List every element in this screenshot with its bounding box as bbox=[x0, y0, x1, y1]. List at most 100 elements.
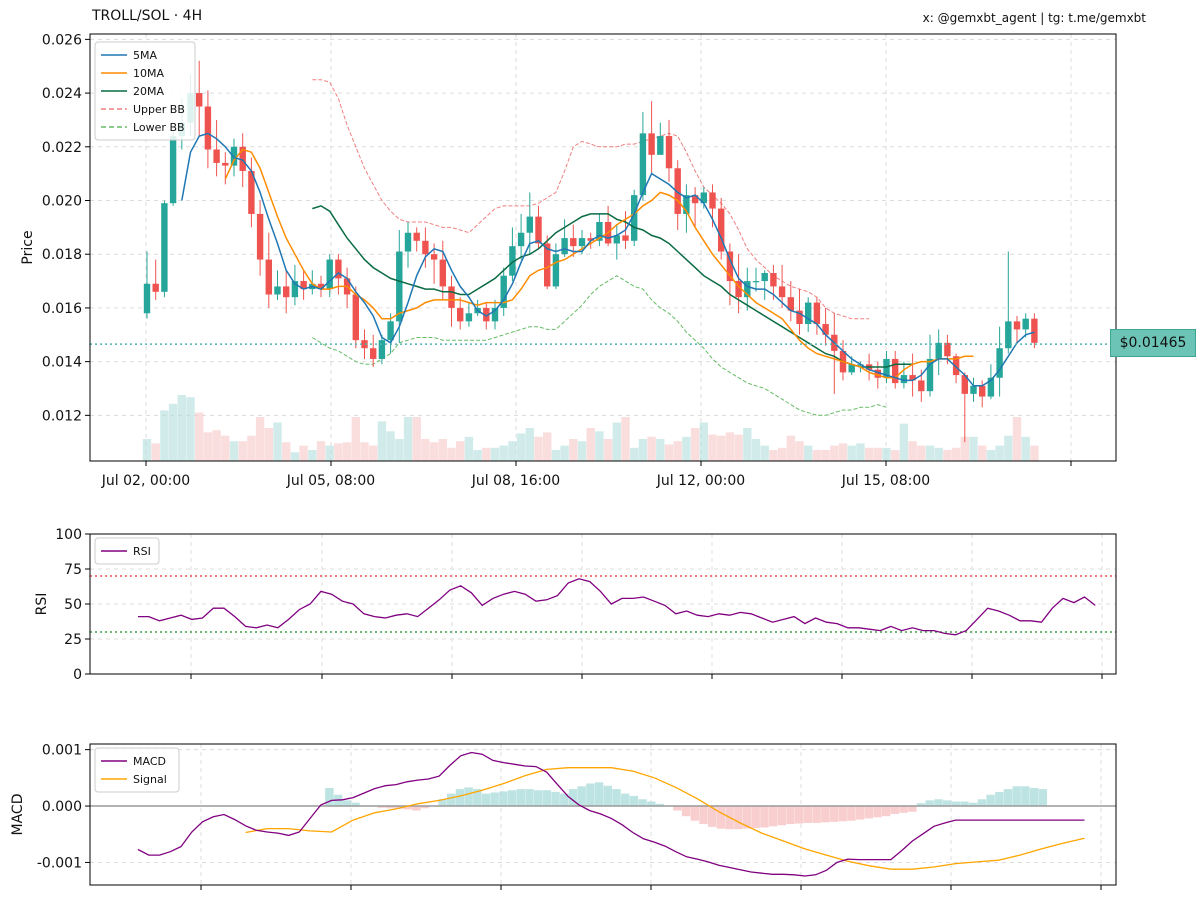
macd-histogram-bar bbox=[925, 800, 934, 807]
legend-box bbox=[94, 747, 180, 793]
volume-bar bbox=[229, 441, 239, 461]
macd-histogram-bar bbox=[960, 801, 969, 807]
candle-body bbox=[230, 146, 238, 166]
candle-body bbox=[326, 259, 333, 290]
candle-body bbox=[622, 235, 629, 241]
volume-bar bbox=[690, 428, 700, 461]
credit-text: x: @gemxbt_agent | tg: t.me/gemxbt bbox=[922, 11, 1146, 25]
volume-bar bbox=[864, 447, 874, 461]
candle-body bbox=[283, 286, 290, 298]
candle-body bbox=[500, 275, 507, 308]
price-plot-area bbox=[90, 34, 1116, 461]
macd-histogram-bar bbox=[447, 793, 456, 807]
macd-histogram-bar bbox=[821, 806, 830, 823]
candle-body bbox=[822, 324, 829, 335]
volume-bar bbox=[316, 441, 326, 461]
candle-body bbox=[352, 294, 359, 341]
legend-label: 20MA bbox=[133, 85, 164, 98]
signal-line bbox=[245, 767, 1085, 870]
volume-bar bbox=[377, 421, 387, 461]
candle-body bbox=[613, 235, 620, 244]
candle-body bbox=[570, 238, 577, 247]
volume-bar bbox=[717, 435, 726, 461]
volume-bar bbox=[925, 445, 935, 461]
candle-body bbox=[805, 302, 812, 325]
candle-body bbox=[274, 286, 281, 295]
legend-label: Lower BB bbox=[133, 121, 185, 134]
volume-bar bbox=[168, 403, 178, 461]
macd-histogram-bar bbox=[560, 793, 569, 807]
macd-histogram-bar bbox=[969, 802, 978, 807]
volume-bar bbox=[656, 439, 665, 461]
volume-bar bbox=[917, 445, 926, 461]
candle-body bbox=[509, 246, 516, 276]
candle-body bbox=[169, 136, 177, 204]
macd-ytick-label: 0.001 bbox=[42, 743, 82, 759]
price-xtick-label: Jul 15, 08:00 bbox=[841, 473, 930, 489]
macd-histogram-bar bbox=[847, 806, 856, 821]
candle-body bbox=[961, 375, 968, 394]
candle-body bbox=[848, 364, 855, 373]
volume-bar bbox=[142, 439, 152, 461]
lower-bb-line bbox=[312, 275, 887, 416]
volume-bar bbox=[551, 450, 561, 461]
rsi-ytick-label: 75 bbox=[64, 562, 82, 578]
volume-bar bbox=[673, 441, 682, 461]
macd-histogram-bar bbox=[899, 806, 908, 813]
candle-body bbox=[639, 133, 647, 196]
volume-bar bbox=[438, 439, 447, 461]
volume-bar bbox=[203, 432, 213, 461]
volume-bar bbox=[951, 447, 961, 461]
candle-body bbox=[909, 375, 916, 381]
macd-histogram-bar bbox=[420, 806, 430, 809]
candle-body bbox=[265, 259, 272, 295]
volume-bar bbox=[395, 439, 404, 461]
candle-body bbox=[361, 340, 368, 349]
candle-body bbox=[457, 307, 464, 322]
macd-histogram-bar bbox=[629, 795, 639, 807]
price-ytick-label: 0.016 bbox=[42, 301, 82, 317]
rsi-line bbox=[138, 578, 1096, 636]
volume-bar bbox=[699, 422, 708, 461]
candle-body bbox=[648, 133, 655, 155]
candle-body bbox=[735, 281, 742, 298]
macd-histogram-bar bbox=[708, 806, 717, 827]
candle-body bbox=[900, 375, 908, 384]
macd-histogram-bar bbox=[647, 801, 656, 807]
candle-body bbox=[387, 321, 394, 341]
volume-bar bbox=[429, 442, 439, 461]
volume-bar bbox=[525, 428, 534, 461]
candle-body bbox=[935, 342, 942, 359]
volume-bar bbox=[360, 442, 369, 461]
macd-ytick-label: -0.001 bbox=[37, 855, 82, 871]
macd-histogram-bar bbox=[681, 806, 691, 817]
candle-body bbox=[161, 203, 168, 292]
volume-bar bbox=[777, 447, 787, 461]
volume-bar bbox=[282, 442, 291, 461]
macd-frame bbox=[89, 743, 1117, 886]
candle-body bbox=[439, 259, 446, 287]
volume-bar bbox=[325, 445, 334, 461]
candle-body bbox=[413, 232, 420, 241]
rsi-ylabel: RSI bbox=[34, 593, 50, 616]
volume-bar bbox=[630, 447, 639, 461]
macd-histogram-bar bbox=[542, 790, 552, 807]
volume-bar bbox=[508, 441, 517, 461]
candle-body bbox=[256, 213, 264, 260]
volume-bar bbox=[847, 445, 856, 461]
volume-bar bbox=[482, 447, 491, 461]
macd-histogram-bar bbox=[351, 802, 360, 807]
candle-body bbox=[813, 302, 821, 325]
candle-body bbox=[300, 281, 307, 290]
volume-bar bbox=[264, 428, 273, 461]
volume-bar bbox=[978, 445, 987, 461]
candle-body bbox=[578, 238, 586, 247]
legend-label: Signal bbox=[133, 773, 167, 786]
macd-histogram-bar bbox=[882, 806, 891, 817]
macd-histogram-bar bbox=[377, 806, 386, 808]
price-ytick-label: 0.014 bbox=[42, 355, 82, 371]
candle-body bbox=[526, 216, 533, 233]
volume-bar bbox=[1021, 436, 1030, 461]
